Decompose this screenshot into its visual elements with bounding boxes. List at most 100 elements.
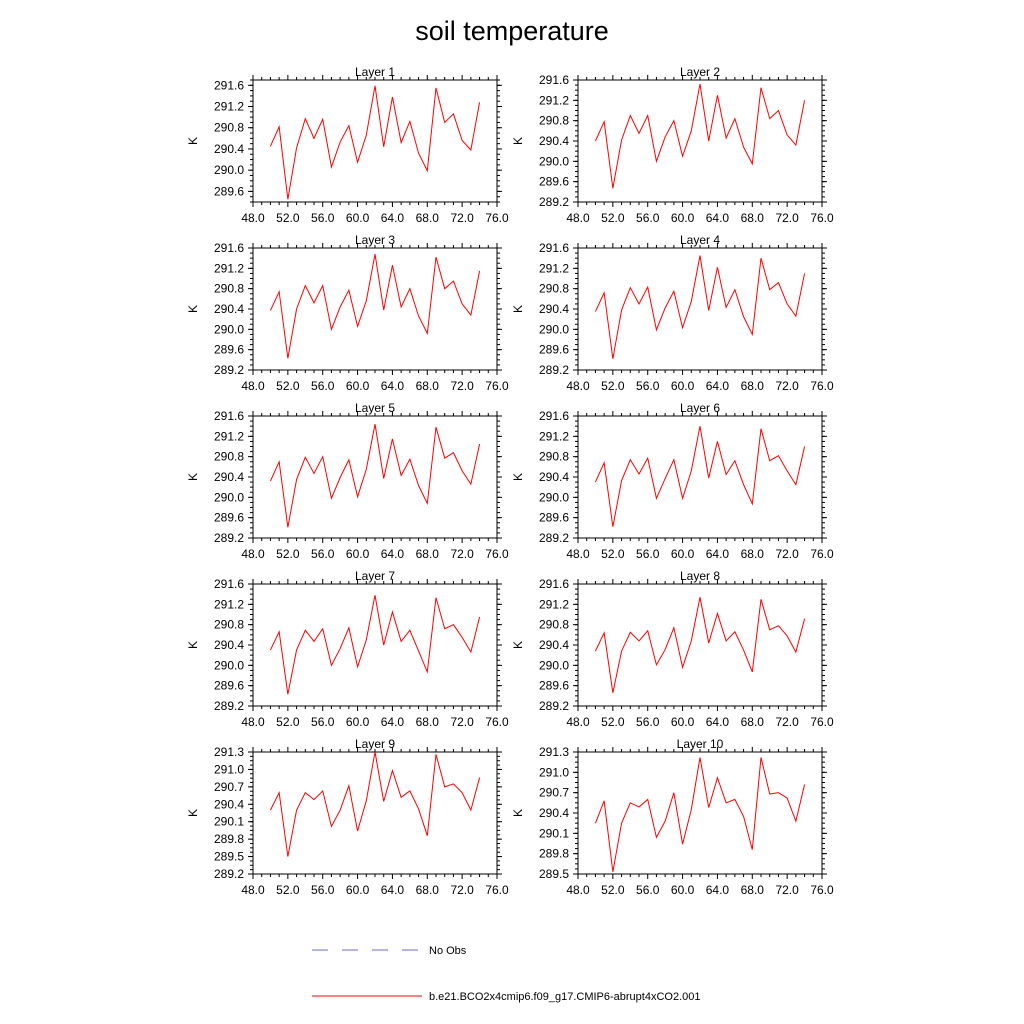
- y-axis-label: K: [186, 641, 200, 649]
- y-tick-label: 291.2: [539, 261, 569, 275]
- y-tick-label: 290.0: [539, 658, 569, 672]
- x-tick-label: 72.0: [450, 379, 474, 393]
- y-tick-label: 289.8: [214, 832, 244, 846]
- y-tick-label: 289.6: [539, 343, 569, 357]
- panel-title: Layer 9: [355, 737, 395, 751]
- x-tick-label: 68.0: [741, 883, 765, 897]
- y-tick-label: 290.8: [214, 121, 244, 135]
- x-tick-label: 56.0: [636, 883, 660, 897]
- y-tick-label: 291.2: [214, 429, 244, 443]
- y-tick-label: 290.8: [214, 618, 244, 632]
- y-tick-label: 290.7: [214, 780, 244, 794]
- x-tick-label: 76.0: [485, 379, 509, 393]
- x-tick-label: 72.0: [450, 547, 474, 561]
- panel-frame: [577, 751, 823, 875]
- panel-layer-3: Layer 3 K 48.0 52.0 56.0 60.0 64.0 68.0 72.0 76.0…: [186, 233, 509, 393]
- y-tick-label: 291.6: [539, 73, 569, 87]
- y-tick-label: 290.8: [214, 450, 244, 464]
- x-tick-label: 64.0: [381, 211, 405, 225]
- y-tick-label: 291.2: [214, 100, 244, 114]
- x-tick-label: 48.0: [566, 883, 590, 897]
- y-tick-label: 289.6: [214, 184, 244, 198]
- y-tick-label: 290.8: [214, 282, 244, 296]
- y-tick-label: 289.2: [214, 699, 244, 713]
- x-tick-label: 56.0: [636, 211, 660, 225]
- y-tick-label: 291.6: [539, 409, 569, 423]
- y-tick-label: 290.8: [539, 450, 569, 464]
- panel-title: Layer 2: [680, 65, 720, 79]
- panel-title: Layer 1: [355, 65, 395, 79]
- panel-frame: [252, 247, 498, 371]
- x-tick-label: 76.0: [485, 211, 509, 225]
- x-tick-label: 52.0: [601, 547, 625, 561]
- y-tick-label: 290.4: [214, 302, 244, 316]
- x-tick-label: 56.0: [311, 547, 335, 561]
- series-line-layer-7: [269, 595, 481, 695]
- x-tick-label: 68.0: [741, 211, 765, 225]
- x-tick-label: 68.0: [416, 211, 440, 225]
- series-line-layer-4: [594, 255, 806, 359]
- y-tick-label: 289.6: [214, 343, 244, 357]
- figure-title: soil temperature: [415, 16, 609, 46]
- x-tick-label: 68.0: [416, 883, 440, 897]
- series-line-layer-1: [269, 85, 481, 200]
- y-tick-label: 290.0: [214, 163, 244, 177]
- y-tick-label: 289.2: [214, 867, 244, 881]
- y-tick-label: 290.4: [539, 638, 569, 652]
- x-tick-label: 48.0: [241, 715, 265, 729]
- x-tick-label: 72.0: [775, 715, 799, 729]
- panel-title: Layer 6: [680, 401, 720, 415]
- x-tick-label: 64.0: [706, 547, 730, 561]
- x-tick-label: 64.0: [381, 883, 405, 897]
- y-tick-label: 291.2: [539, 93, 569, 107]
- series-line-layer-5: [269, 424, 481, 528]
- x-tick-label: 48.0: [241, 379, 265, 393]
- x-tick-label: 52.0: [276, 715, 300, 729]
- x-tick-label: 56.0: [311, 715, 335, 729]
- x-tick-label: 48.0: [241, 883, 265, 897]
- y-tick-label: 289.2: [214, 363, 244, 377]
- y-tick-label: 289.6: [214, 679, 244, 693]
- series-line-layer-8: [594, 597, 806, 693]
- x-tick-label: 76.0: [810, 379, 834, 393]
- x-tick-label: 52.0: [601, 883, 625, 897]
- y-tick-label: 290.8: [539, 618, 569, 632]
- y-axis-label: K: [511, 809, 525, 817]
- y-tick-label: 289.2: [214, 531, 244, 545]
- legend-label-model: b.e21.BCO2x4cmip6.f09_g17.CMIP6-abrupt4x…: [429, 991, 701, 1003]
- series-line-layer-10: [594, 757, 806, 873]
- x-tick-label: 72.0: [450, 715, 474, 729]
- x-tick-label: 60.0: [346, 211, 370, 225]
- y-tick-label: 291.6: [539, 241, 569, 255]
- y-tick-label: 291.6: [214, 78, 244, 92]
- x-tick-label: 52.0: [276, 211, 300, 225]
- y-tick-label: 290.8: [539, 282, 569, 296]
- y-tick-label: 291.6: [214, 577, 244, 591]
- series-line-layer-3: [269, 254, 481, 359]
- x-tick-label: 64.0: [381, 715, 405, 729]
- y-tick-label: 289.6: [214, 511, 244, 525]
- panel-layer-10: Layer 10 K 48.0 52.0 56.0 60.0 64.0 68.0 72.0 76.…: [511, 737, 834, 897]
- panel-frame: [252, 751, 498, 875]
- y-tick-label: 290.0: [539, 322, 569, 336]
- x-tick-label: 60.0: [671, 379, 695, 393]
- y-axis-label: K: [186, 137, 200, 145]
- y-tick-label: 291.0: [214, 762, 244, 776]
- legend: No Obs b.e21.BCO2x4cmip6.f09_g17.CMIP6-a…: [312, 945, 701, 1003]
- x-tick-label: 72.0: [775, 547, 799, 561]
- x-tick-label: 60.0: [346, 715, 370, 729]
- x-tick-label: 48.0: [566, 715, 590, 729]
- y-tick-label: 290.0: [214, 658, 244, 672]
- y-tick-label: 291.2: [539, 597, 569, 611]
- y-axis-label: K: [186, 473, 200, 481]
- y-tick-label: 290.4: [539, 134, 569, 148]
- panel-layer-5: Layer 5 K 48.0 52.0 56.0 60.0 64.0 68.0 72.0 76.0…: [186, 401, 509, 561]
- x-tick-label: 60.0: [671, 547, 695, 561]
- x-tick-label: 72.0: [450, 883, 474, 897]
- series-line-layer-2: [594, 83, 806, 189]
- y-tick-label: 291.3: [539, 745, 569, 759]
- y-tick-label: 290.4: [214, 470, 244, 484]
- x-tick-label: 76.0: [485, 883, 509, 897]
- y-tick-label: 289.2: [539, 699, 569, 713]
- panel-layer-1: Layer 1 K 48.0 52.0 56.0 60.0 64.0 68.0 72.0 76.0…: [186, 65, 509, 225]
